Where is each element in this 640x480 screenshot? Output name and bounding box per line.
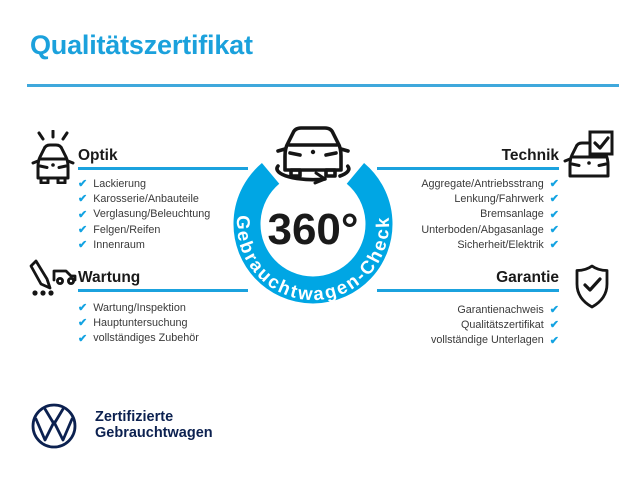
list-item: ✔ Felgen/Reifen [78, 222, 210, 237]
check-icon: ✔ [549, 208, 559, 221]
check-item-label: Felgen/Reifen [93, 223, 161, 236]
check-item-label: Lackierung [93, 177, 147, 190]
list-item: ✔ Verglasung/Beleuchtung [78, 207, 210, 222]
check-item-label: Aggregate/Antriebsstrang [421, 177, 544, 190]
optik-list: ✔ Lackierung ✔ Karosserie/Anbauteile ✔ Verg… [78, 176, 210, 252]
list-item: Qualitätszertifikat ✔ [377, 317, 559, 332]
check-item-label: Innenraum [93, 238, 145, 251]
list-item: ✔ Wartung/Inspektion [78, 300, 199, 315]
optik-underline [78, 167, 248, 170]
badge-value: 360° [267, 205, 358, 254]
brand-line2: Gebrauchtwagen [95, 424, 213, 441]
pencil-checklist-icon [26, 258, 80, 312]
check-item-label: Sicherheit/Elektrik [457, 238, 544, 251]
check-item-label: Garantienachweis [457, 303, 544, 316]
list-item: Lenkung/Fahrwerk ✔ [377, 191, 559, 206]
check-icon: ✔ [78, 208, 88, 221]
list-item: vollständige Unterlagen ✔ [377, 333, 559, 348]
technik-list: Aggregate/Antriebsstrang ✔ Lenkung/Fahrwe… [377, 176, 559, 252]
section-title-optik: Optik [78, 147, 118, 164]
section-title-wartung: Wartung [78, 269, 141, 286]
check-item-label: Lenkung/Fahrwerk [454, 192, 544, 205]
check-icon: ✔ [78, 317, 88, 330]
list-item: Aggregate/Antriebsstrang ✔ [377, 176, 559, 191]
check-icon: ✔ [78, 193, 88, 206]
page-title: Qualitätszertifikat [30, 30, 253, 60]
shield-check-icon [567, 262, 617, 312]
check-item-label: Unterboden/Abgasanlage [421, 223, 544, 236]
list-item: Unterboden/Abgasanlage ✔ [377, 222, 559, 237]
list-item: ✔ Hauptuntersuchung [78, 315, 199, 330]
list-item: ✔ Innenraum [78, 237, 210, 252]
wartung-underline [78, 289, 248, 292]
check-item-label: vollständige Unterlagen [430, 334, 544, 347]
header-divider [27, 84, 619, 87]
check-icon: ✔ [78, 224, 88, 237]
check-item-label: Qualitätszertifikat [460, 318, 544, 331]
badge-360: Gebrauchtwagen-Check 360° [213, 112, 413, 336]
list-item: ✔ Karosserie/Anbauteile [78, 191, 210, 206]
list-item: Sicherheit/Elektrik ✔ [377, 237, 559, 252]
check-icon: ✔ [78, 178, 88, 191]
check-item-label: Verglasung/Beleuchtung [93, 208, 211, 221]
check-item-label: Hauptuntersuchung [93, 316, 188, 329]
ring-shape [233, 163, 393, 304]
section-title-technik: Technik [501, 147, 559, 164]
list-item: Garantienachweis ✔ [377, 302, 559, 317]
car-rotation-icon [275, 126, 351, 185]
check-item-label: Wartung/Inspektion [93, 301, 186, 314]
check-item-label: Bremsanlage [480, 208, 544, 221]
brand-line1: Zertifizierte [95, 409, 174, 425]
check-icon: ✔ [549, 193, 559, 206]
check-icon: ✔ [78, 332, 88, 345]
car-checkbox-icon [562, 130, 616, 184]
garantie-underline [377, 289, 559, 292]
check-icon: ✔ [549, 334, 559, 347]
check-icon: ✔ [549, 304, 559, 317]
vw-logo [30, 402, 78, 450]
garantie-list: Garantienachweis ✔ Qualitätszertifikat ✔ v… [377, 302, 559, 348]
check-item-label: Karosserie/Anbauteile [93, 192, 199, 205]
check-item-label: vollständiges Zubehör [93, 332, 199, 345]
check-icon: ✔ [549, 239, 559, 252]
check-icon: ✔ [78, 302, 88, 315]
section-title-garantie: Garantie [496, 269, 559, 286]
car-shine-icon [26, 130, 80, 184]
list-item: ✔ vollständiges Zubehör [78, 331, 199, 346]
check-icon: ✔ [78, 239, 88, 252]
check-icon: ✔ [549, 224, 559, 237]
check-icon: ✔ [549, 319, 559, 332]
list-item: ✔ Lackierung [78, 176, 210, 191]
technik-underline [377, 167, 559, 170]
wartung-list: ✔ Wartung/Inspektion ✔ Hauptuntersuchung ✔… [78, 300, 199, 346]
check-icon: ✔ [549, 178, 559, 191]
brand-text: Zertifizierte Gebrauchtwagen [95, 409, 213, 441]
list-item: Bremsanlage ✔ [377, 207, 559, 222]
